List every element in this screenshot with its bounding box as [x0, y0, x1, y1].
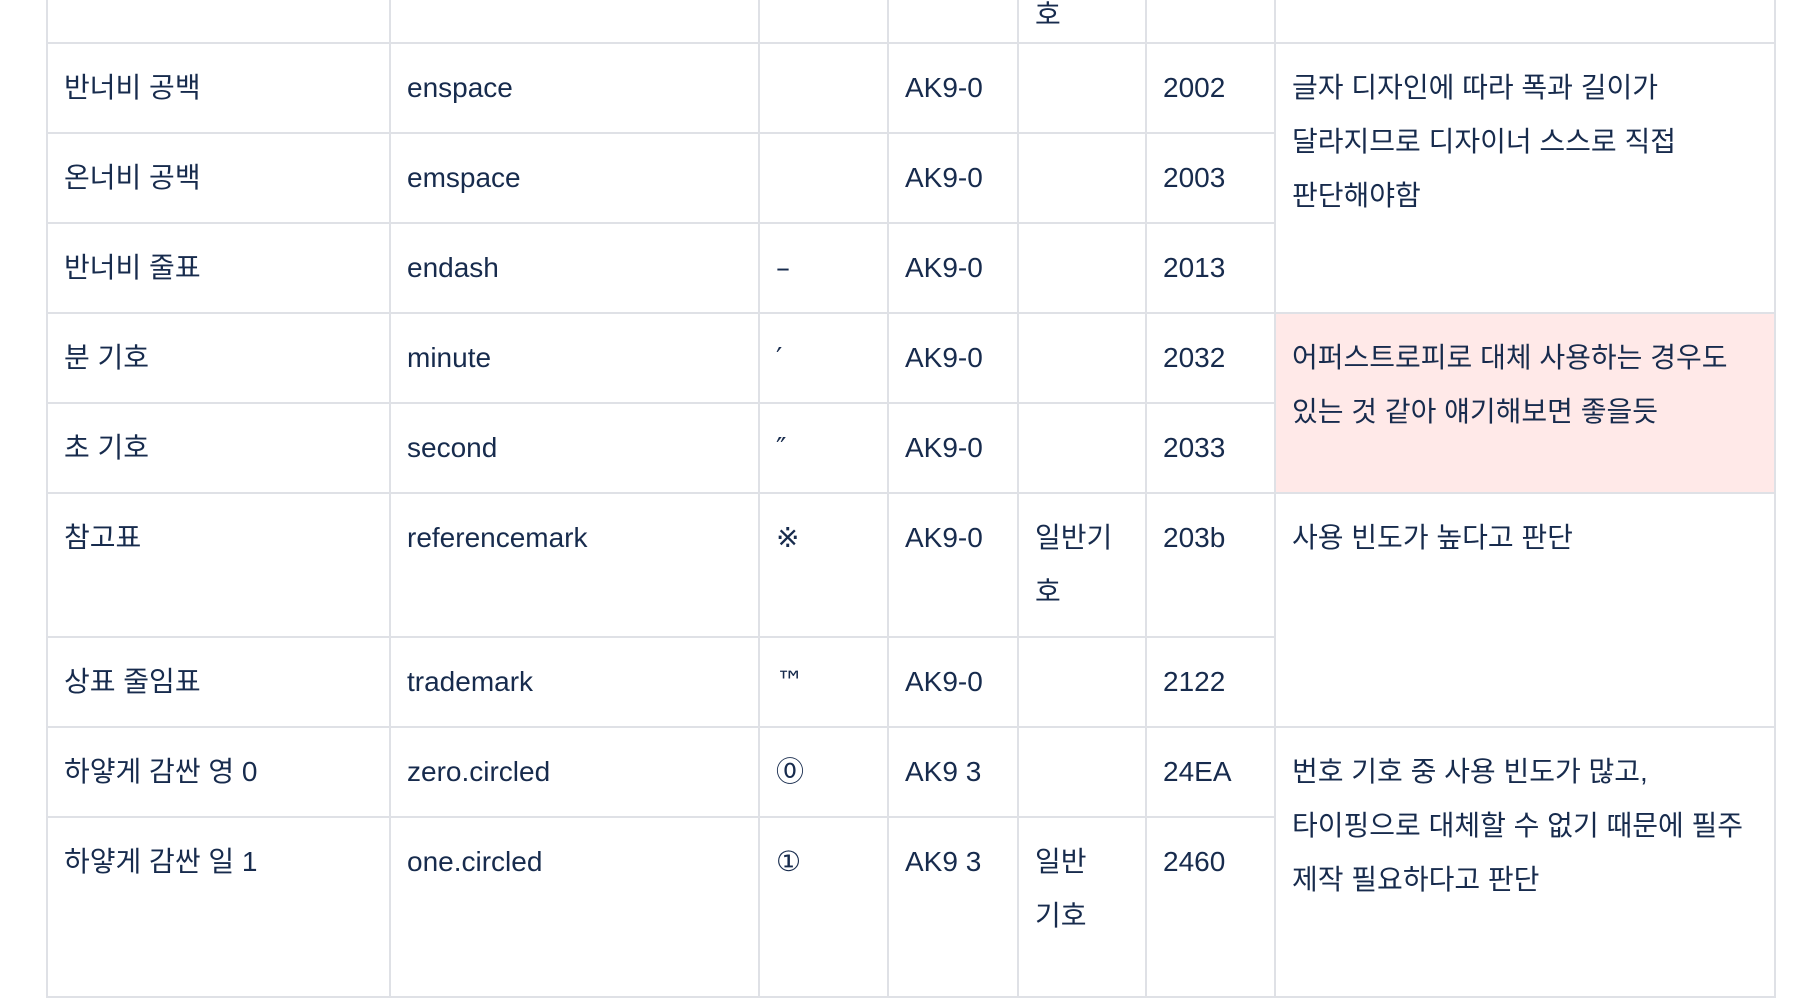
glyph-cell — [758, 42, 889, 134]
glyph-table: 호 반너비 공백 enspace AK9-0 2002 글자 디자인에 따라 폭… — [46, 0, 1776, 998]
group-cell: AK9-0 — [887, 312, 1019, 404]
category-cell: 일반기호 — [1017, 492, 1147, 638]
name-cell: 초 기호 — [46, 402, 391, 494]
glyph-cell: – — [758, 222, 889, 314]
category-cell — [1017, 402, 1147, 494]
glyph-cell: ′ — [758, 312, 889, 404]
glyph-cell: ″ — [758, 402, 889, 494]
category-cell — [1017, 222, 1147, 314]
glyph-cell: ⓪ — [758, 726, 889, 818]
category-cell — [1017, 312, 1147, 404]
group-cell: AK9-0 — [887, 492, 1019, 638]
name-cell: 하얗게 감싼 영 0 — [46, 726, 391, 818]
group-cell: AK9-0 — [887, 42, 1019, 134]
name-cell: 하얗게 감싼 일 1 — [46, 816, 391, 998]
note-cell: 글자 디자인에 따라 폭과 길이가 달라지므로 디자이너 스스로 직접 판단해야… — [1274, 42, 1776, 314]
table-row: 반너비 공백 enspace AK9-0 2002 글자 디자인에 따라 폭과 … — [46, 42, 1776, 314]
code-cell: 2460 — [1145, 816, 1276, 998]
glyph-cell: ™ — [758, 636, 889, 728]
group-cell: AK9-0 — [887, 132, 1019, 224]
name-cell: 반너비 공백 — [46, 42, 391, 134]
group-cell: AK9 3 — [887, 726, 1019, 818]
name-cell: 분 기호 — [46, 312, 391, 404]
glyph-name-cell: one.circled — [389, 816, 760, 998]
table-row: 초 기호 second ″ AK9-0 2033 — [46, 402, 1775, 494]
code-cell: 2033 — [1145, 402, 1276, 494]
category-cell: 일반 기호 — [1017, 816, 1147, 998]
glyph-name-cell: trademark — [389, 636, 760, 728]
glyph-name-cell: second — [389, 402, 760, 494]
category-cell — [1017, 132, 1147, 224]
code-cell: 203b — [1145, 492, 1276, 638]
glyph-name-cell: emspace — [389, 132, 760, 224]
table-row: 온너비 공백 emspace AK9-0 2003 — [46, 132, 1775, 224]
name-cell: 반너비 줄표 — [46, 222, 391, 314]
glyph-name-cell: zero.circled — [389, 726, 760, 818]
group-cell: AK9 3 — [887, 816, 1019, 998]
table-row: 상표 줄임표 trademark ™ AK9-0 2122 — [46, 636, 1775, 728]
table-row: 참고표 referencemark ※ AK9-0 일반기호 203b 사용 빈… — [46, 492, 1776, 728]
category-cell — [1017, 42, 1147, 134]
glyph-cell: ※ — [758, 492, 889, 638]
glyph-cell — [758, 132, 889, 224]
table-row: 호 — [46, 0, 1776, 44]
code-cell: 2002 — [1145, 42, 1276, 134]
name-cell: 참고표 — [46, 492, 391, 638]
note-cell: 사용 빈도가 높다고 판단 — [1274, 492, 1776, 728]
table-row: 하얗게 감싼 영 0 zero.circled ⓪ AK9 3 24EA 번호 … — [46, 726, 1776, 998]
group-cell: AK9-0 — [887, 636, 1019, 728]
group-cell: AK9-0 — [887, 402, 1019, 494]
code-cell: 2003 — [1145, 132, 1276, 224]
glyph-name-cell: minute — [389, 312, 760, 404]
code-cell: 2122 — [1145, 636, 1276, 728]
glyph-name-cell: enspace — [389, 42, 760, 134]
glyph-name-cell: endash — [389, 222, 760, 314]
code-cell: 2013 — [1145, 222, 1276, 314]
name-cell: 온너비 공백 — [46, 132, 391, 224]
name-cell: 상표 줄임표 — [46, 636, 391, 728]
group-cell: AK9-0 — [887, 222, 1019, 314]
code-cell: 24EA — [1145, 726, 1276, 818]
category-cell — [1017, 726, 1147, 818]
glyph-cell: ① — [758, 816, 889, 998]
code-cell: 2032 — [1145, 312, 1276, 404]
highlighted-note-cell: 어퍼스트로피로 대체 사용하는 경우도 있는 것 같아 얘기해보면 좋을듯 — [1274, 312, 1776, 494]
category-cell — [1017, 636, 1147, 728]
note-cell: 번호 기호 중 사용 빈도가 많고, 타이핑으로 대체할 수 없기 때문에 필주… — [1274, 726, 1776, 998]
table-row: 분 기호 minute ′ AK9-0 2032 어퍼스트로피로 대체 사용하는… — [46, 312, 1776, 494]
table-row: 반너비 줄표 endash – AK9-0 2013 — [46, 222, 1775, 314]
glyph-name-cell: referencemark — [389, 492, 760, 638]
category-cell: 호 — [1017, 0, 1147, 44]
